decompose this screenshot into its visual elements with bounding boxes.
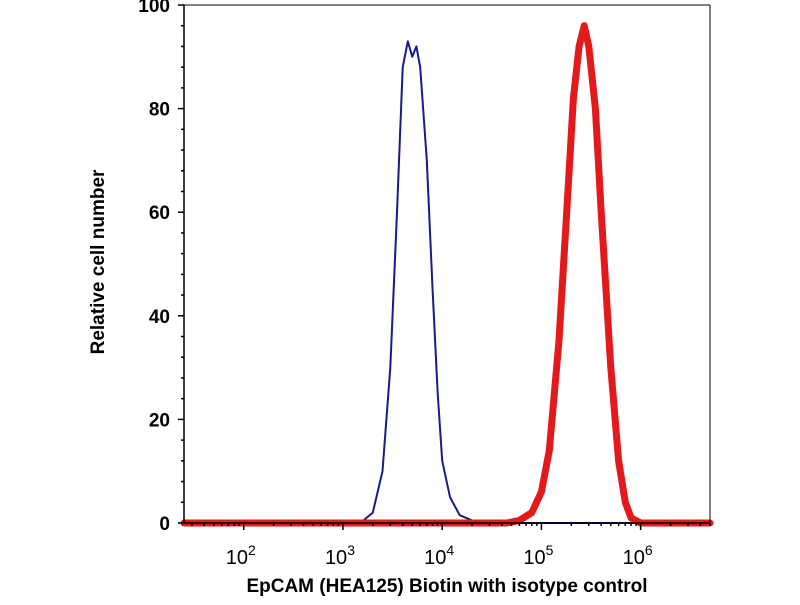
y-tick-label: 100 bbox=[138, 0, 170, 17]
x-tick-label: 106 bbox=[623, 542, 653, 569]
x-tick-label: 105 bbox=[523, 542, 553, 569]
y-axis-label: Relative cell number bbox=[88, 169, 109, 354]
y-tick-label: 20 bbox=[149, 410, 170, 431]
y-tick-label: 40 bbox=[149, 307, 170, 328]
plot-area bbox=[180, 22, 714, 527]
x-tick-label: 104 bbox=[424, 542, 454, 569]
x-tick-label: 102 bbox=[226, 542, 256, 569]
epcam-histogram-line bbox=[180, 22, 714, 527]
axes: 0 20 40 60 80 100 102 103 104 105 106 bbox=[138, 0, 711, 569]
y-tick-label: 80 bbox=[149, 100, 170, 121]
isotype-control-histogram-line bbox=[183, 40, 711, 524]
y-tick-label: 60 bbox=[149, 203, 170, 224]
x-axis-label: EpCAM (HEA125) Biotin with isotype contr… bbox=[246, 576, 647, 597]
y-tick-label: 0 bbox=[159, 514, 170, 535]
x-tick-label: 103 bbox=[325, 542, 355, 569]
